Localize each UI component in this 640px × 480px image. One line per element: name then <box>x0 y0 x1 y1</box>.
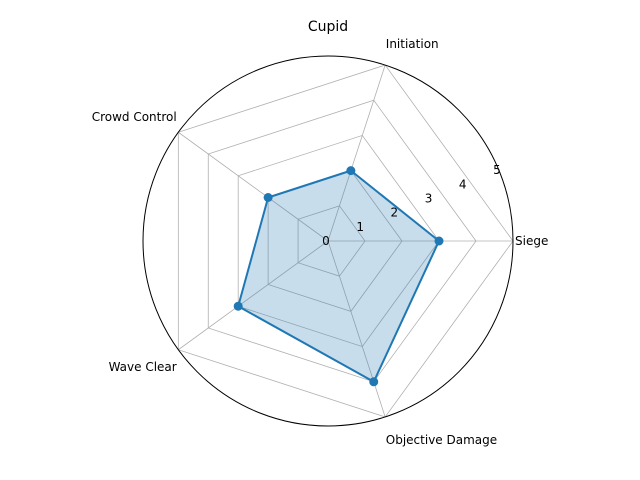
r-tick-label-5: 5 <box>493 163 501 177</box>
category-label-initiation: Initiation <box>386 37 439 51</box>
spoke-2 <box>178 131 329 242</box>
spoke-1 <box>327 64 386 242</box>
outer-circle <box>142 55 514 427</box>
category-label-wave-clear: Wave Clear <box>109 360 177 374</box>
category-label-objective-damage: Objective Damage <box>386 433 497 447</box>
spoke-3 <box>178 240 329 351</box>
grid-ring-5 <box>177 64 514 418</box>
r-tick-label-0: 0 <box>322 234 330 248</box>
r-tick-label-2: 2 <box>391 206 399 220</box>
series-line <box>237 169 440 383</box>
data-point-objective-damage <box>369 377 379 387</box>
series-fill <box>238 170 439 382</box>
grid-layer <box>142 55 514 427</box>
r-tick-label-4: 4 <box>459 177 467 191</box>
grid-ring-1 <box>297 205 366 277</box>
grid-ring-2 <box>267 170 403 312</box>
category-label-crowd-control: Crowd Control <box>92 110 177 124</box>
chart-title: Cupid <box>308 19 348 35</box>
data-point-siege <box>434 236 444 246</box>
grid-ring-4 <box>207 99 477 383</box>
label-layer: 0 1 2 3 4 5 Siege Initiation Crowd Control Wave C… <box>92 37 549 447</box>
data-point-crowd-control <box>263 193 273 202</box>
data-layer <box>233 166 444 387</box>
data-point-initiation <box>346 166 356 176</box>
spoke-4 <box>327 240 386 418</box>
data-point-wave-clear <box>233 301 243 311</box>
grid-ring-3 <box>237 134 440 348</box>
r-tick-label-3: 3 <box>425 192 433 206</box>
category-label-siege: Siege <box>515 234 548 248</box>
r-tick-label-1: 1 <box>356 220 364 234</box>
